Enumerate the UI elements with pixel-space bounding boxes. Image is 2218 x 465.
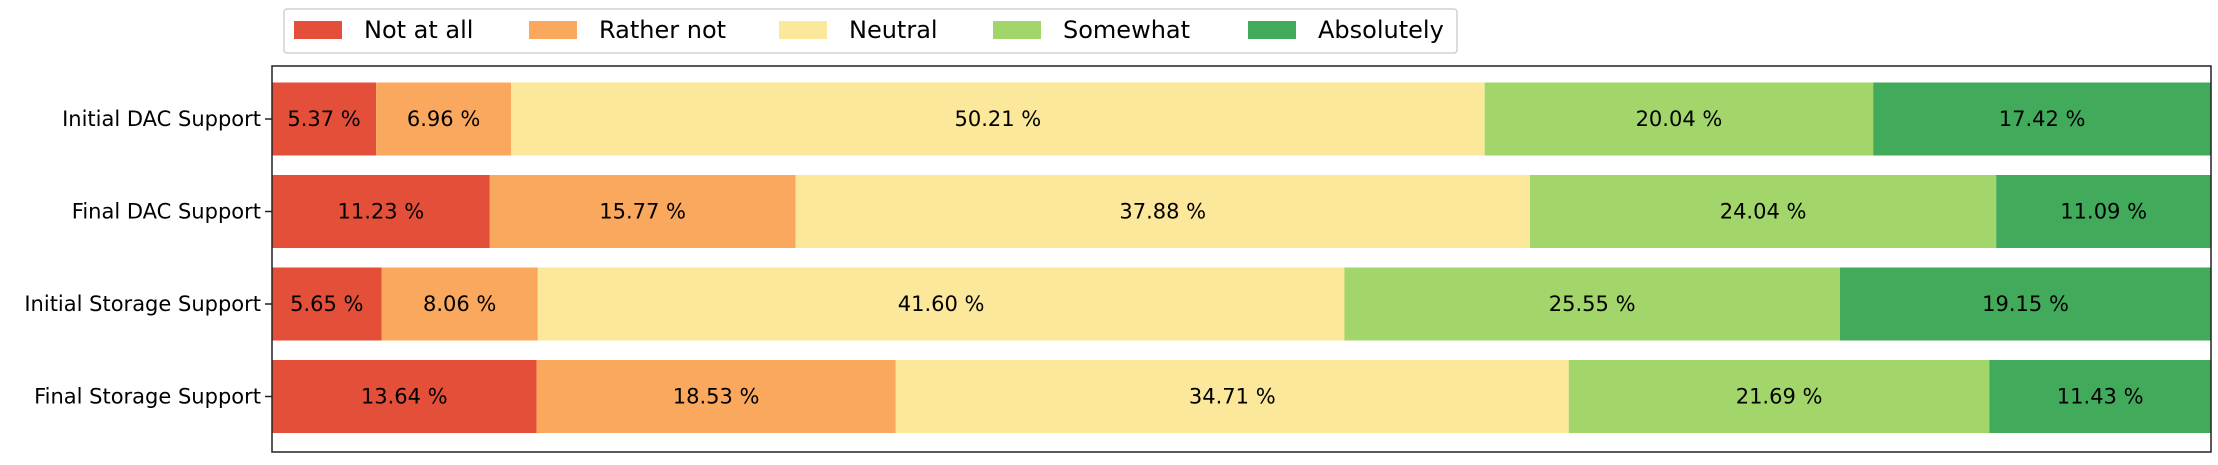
bar-value-label: 17.42 % <box>1999 107 2086 131</box>
legend-swatch <box>294 21 342 39</box>
bar-value-label: 50.21 % <box>954 107 1041 131</box>
bar-value-label: 18.53 % <box>673 385 760 409</box>
bar-initial-dac-support-somewhat <box>1484 82 1874 156</box>
bar-value-label: 21.69 % <box>1736 385 1823 409</box>
bar-initial-dac-support-rather-not <box>376 82 512 156</box>
bar-value-label: 25.55 % <box>1549 292 1636 316</box>
bar-value-label: 37.88 % <box>1119 200 1206 224</box>
bar-value-label: 6.96 % <box>407 107 480 131</box>
bar-final-dac-support-somewhat <box>1530 175 1997 248</box>
bar-value-label: 34.71 % <box>1189 385 1276 409</box>
legend-label: Somewhat <box>1063 16 1190 44</box>
bar-initial-storage-support-neutral <box>537 267 1345 341</box>
bar-final-storage-support-absolutely <box>1989 360 2211 433</box>
bar-final-storage-support-neutral <box>895 360 1569 433</box>
bar-initial-dac-support-absolutely <box>1873 82 2211 156</box>
legend-swatch <box>529 21 577 39</box>
bar-initial-storage-support-absolutely <box>1839 267 2212 341</box>
bar-value-label: 11.09 % <box>2060 200 2147 224</box>
bar-value-label: 11.23 % <box>337 200 424 224</box>
legend-swatch <box>993 21 1041 39</box>
bar-value-label: 24.04 % <box>1720 200 1807 224</box>
legend-swatch <box>1248 21 1296 39</box>
legend-swatch <box>779 21 827 39</box>
y-tick-label: Initial Storage Support <box>24 292 261 316</box>
y-tick-label: Final Storage Support <box>34 385 261 409</box>
bar-value-label: 41.60 % <box>898 292 985 316</box>
legend-box <box>283 8 1458 54</box>
legend-label: Neutral <box>849 16 938 44</box>
bar-value-label: 19.15 % <box>1982 292 2069 316</box>
bar-initial-storage-support-somewhat <box>1344 267 1840 341</box>
bar-initial-storage-support-not-at-all <box>272 267 382 341</box>
y-axis: Initial DAC Support Final DAC Support Init… <box>24 107 272 409</box>
bar-final-storage-support-somewhat <box>1568 360 1990 433</box>
bar-final-dac-support-neutral <box>795 175 1531 248</box>
bar-value-label: 15.77 % <box>599 200 686 224</box>
plot-frame <box>271 65 2212 453</box>
bar-value-label: 5.37 % <box>287 107 360 131</box>
y-tick-label: Initial DAC Support <box>62 107 261 131</box>
legend-label: Rather not <box>599 16 726 44</box>
bars-group: 5.37 % 6.96 % 50.21 % 20.04 % 17.42 % 11.23 %… <box>272 82 2212 433</box>
bar-value-label: 5.65 % <box>290 292 363 316</box>
bar-value-label: 8.06 % <box>423 292 496 316</box>
bar-initial-dac-support-neutral <box>511 82 1485 156</box>
bar-final-dac-support-not-at-all <box>272 175 490 248</box>
bar-final-storage-support-rather-not <box>536 360 896 433</box>
legend: Not at all Rather not Neutral Somewhat Absol… <box>283 8 1458 54</box>
bar-final-dac-support-absolutely <box>1996 175 2212 248</box>
bar-value-label: 13.64 % <box>361 385 448 409</box>
bar-initial-dac-support-not-at-all <box>272 82 377 156</box>
legend-label: Absolutely <box>1318 16 1444 44</box>
bar-value-label: 20.04 % <box>1636 107 1723 131</box>
legend-label: Not at all <box>364 16 473 44</box>
bar-value-label: 11.43 % <box>2057 385 2144 409</box>
bar-final-storage-support-not-at-all <box>272 360 537 433</box>
bar-initial-storage-support-rather-not <box>381 267 538 341</box>
y-tick-label: Final DAC Support <box>72 200 261 224</box>
bar-final-dac-support-rather-not <box>489 175 796 248</box>
